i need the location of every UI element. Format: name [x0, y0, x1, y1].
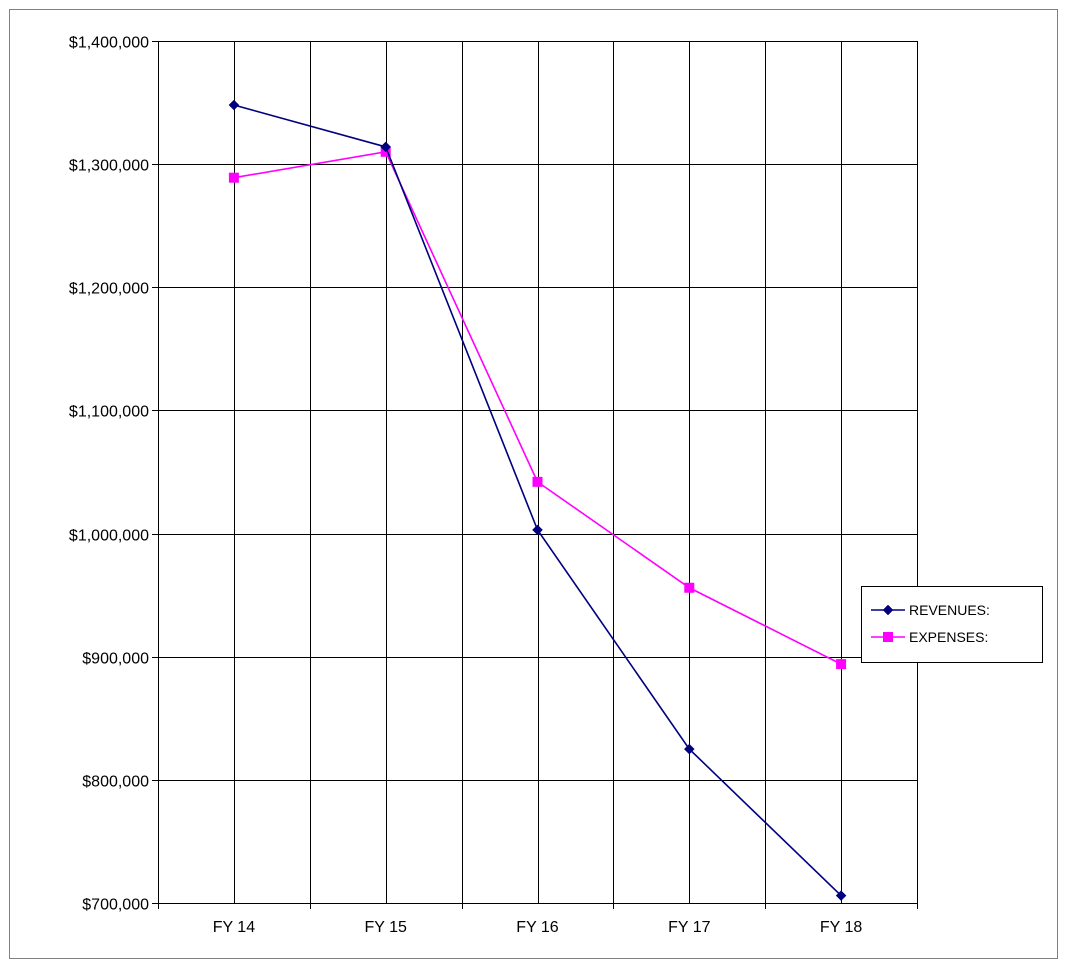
legend-marker-revenues [882, 604, 894, 616]
chart-frame: $700,000 $800,000 $900,000 $1,000,000 $1,100… [9, 9, 1058, 959]
series-layer [228, 99, 847, 901]
x-tick-label: FY 14 [213, 919, 256, 936]
x-tick-label: FY 15 [364, 919, 407, 936]
y-tick-label: $1,100,000 [69, 404, 149, 421]
y-tick-label: $1,400,000 [69, 35, 149, 52]
revenues-point [380, 141, 392, 153]
revenues-point [228, 99, 240, 111]
expenses-point [532, 476, 543, 487]
expenses-point [228, 172, 239, 183]
y-tick-label: $1,000,000 [69, 528, 149, 545]
expenses-point [684, 582, 695, 593]
x-tick-label: FY 18 [820, 919, 863, 936]
legend-label-expenses: EXPENSES: [909, 629, 988, 645]
expenses-point [836, 659, 847, 670]
x-tick-label: FY 16 [516, 919, 559, 936]
gridlines [158, 41, 917, 904]
revenues-point [683, 743, 695, 755]
revenues-point [532, 524, 543, 536]
legend-marker-expenses [883, 632, 893, 642]
plot-border [158, 41, 918, 904]
legend-box [861, 586, 1043, 663]
y-tick-label: $1,300,000 [69, 158, 149, 175]
y-tick-label: $800,000 [82, 774, 149, 791]
legend-label-revenues: REVENUES: [909, 602, 990, 618]
revenues-point [835, 890, 847, 901]
expenses-line [233, 150, 842, 665]
axes: $700,000 $800,000 $900,000 $1,000,000 $1,100… [69, 35, 918, 936]
revenues-line [233, 104, 842, 897]
line-chart: $700,000 $800,000 $900,000 $1,000,000 $1,100… [69, 35, 1043, 936]
x-tick-label: FY 17 [668, 919, 711, 936]
legend: REVENUES: EXPENSES: [861, 586, 1043, 663]
y-tick-label: $700,000 [82, 897, 149, 914]
y-tick-label: $1,200,000 [69, 281, 149, 298]
y-tick-label: $900,000 [82, 651, 149, 668]
